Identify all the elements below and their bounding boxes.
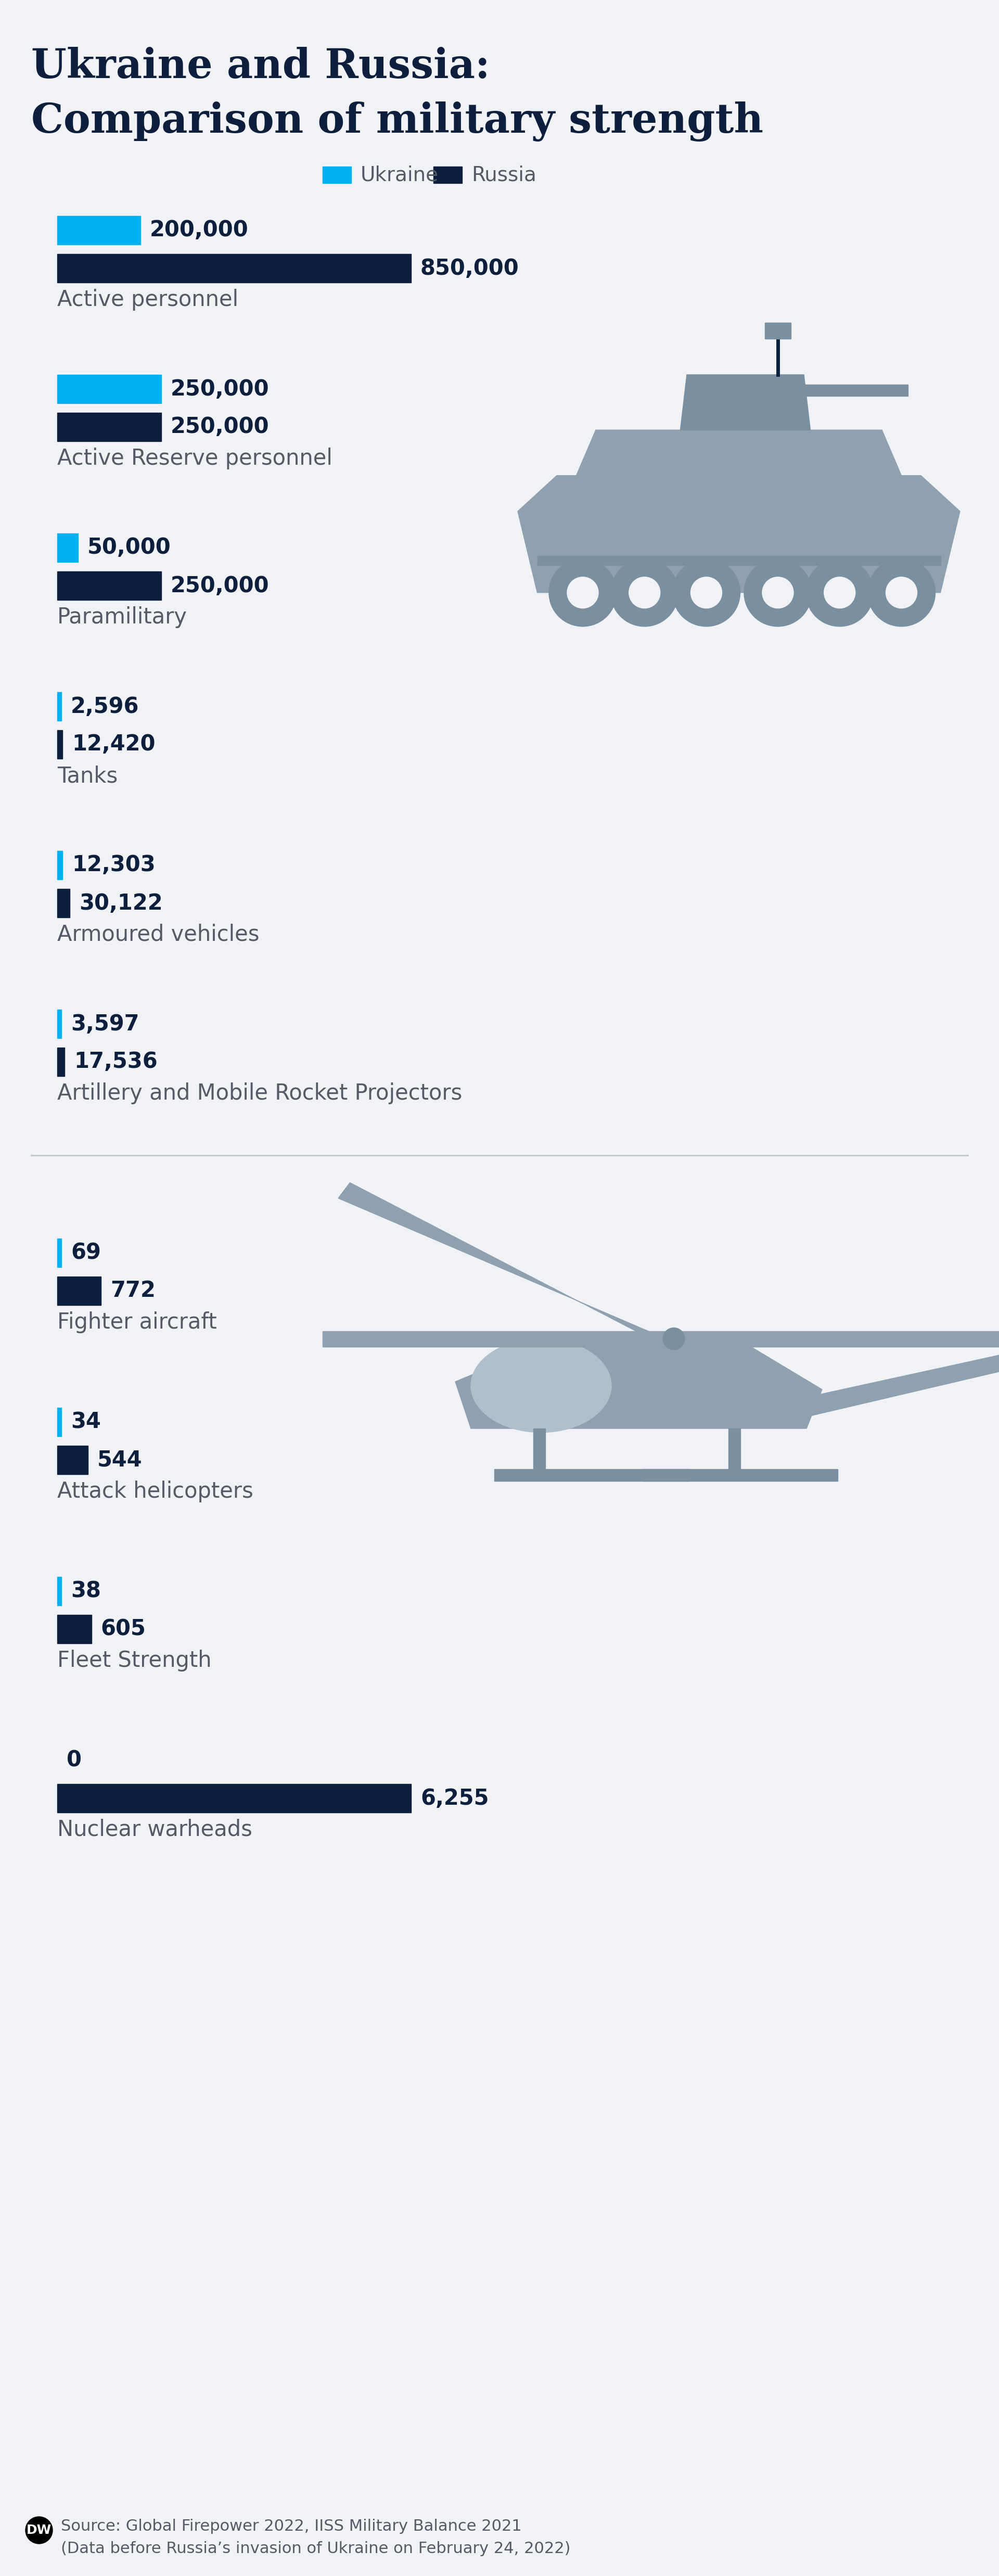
Bar: [57, 412, 161, 440]
Polygon shape: [339, 1182, 677, 1352]
Text: Fleet Strength: Fleet Strength: [57, 1649, 212, 1672]
Circle shape: [672, 559, 740, 626]
Text: Attack helicopters: Attack helicopters: [57, 1481, 254, 1502]
Bar: [765, 322, 791, 340]
Text: 38: 38: [71, 1579, 101, 1602]
Circle shape: [567, 577, 598, 608]
Text: Fighter aircraft: Fighter aircraft: [57, 1311, 217, 1334]
Bar: [57, 729, 62, 760]
Bar: [57, 1577, 61, 1605]
Bar: [57, 1278, 101, 1306]
Text: Paramilitary: Paramilitary: [57, 605, 188, 629]
Text: Active personnel: Active personnel: [57, 289, 239, 312]
Circle shape: [824, 577, 855, 608]
Bar: [57, 1010, 61, 1038]
Text: Ukraine and Russia:: Ukraine and Russia:: [31, 46, 490, 88]
Polygon shape: [456, 1342, 822, 1430]
Bar: [728, 1430, 740, 1471]
Text: 772: 772: [110, 1280, 156, 1301]
Text: 250,000: 250,000: [171, 417, 270, 438]
Bar: [804, 384, 908, 397]
Text: 250,000: 250,000: [171, 379, 270, 399]
Text: Nuclear warheads: Nuclear warheads: [57, 1819, 253, 1842]
Circle shape: [744, 559, 811, 626]
Bar: [57, 1406, 61, 1437]
Text: 2,596: 2,596: [71, 696, 139, 716]
Bar: [533, 1430, 545, 1471]
Text: 12,303: 12,303: [72, 855, 156, 876]
Text: 34: 34: [71, 1412, 101, 1432]
Polygon shape: [517, 477, 960, 592]
Circle shape: [690, 577, 722, 608]
Text: Tanks: Tanks: [57, 765, 118, 786]
Text: 850,000: 850,000: [421, 258, 519, 278]
Circle shape: [806, 559, 873, 626]
Text: 12,420: 12,420: [72, 734, 155, 755]
Text: 50,000: 50,000: [88, 536, 171, 559]
Text: Artillery and Mobile Rocket Projectors: Artillery and Mobile Rocket Projectors: [57, 1082, 463, 1105]
Bar: [57, 850, 62, 878]
Bar: [57, 533, 78, 562]
Text: DW: DW: [26, 2524, 52, 2537]
Bar: [495, 1468, 689, 1481]
Text: Active Reserve personnel: Active Reserve personnel: [57, 448, 333, 469]
Text: 200,000: 200,000: [150, 219, 249, 242]
Bar: [57, 216, 141, 245]
Text: 30,122: 30,122: [79, 891, 163, 914]
Bar: [57, 1048, 65, 1077]
Polygon shape: [680, 374, 810, 430]
Circle shape: [610, 559, 678, 626]
Bar: [57, 1239, 61, 1267]
Text: Source: Global Firepower 2022, IISS Military Balance 2021
(Data before Russia’s : Source: Global Firepower 2022, IISS Mili…: [61, 2519, 570, 2555]
Bar: [323, 1332, 999, 1347]
Bar: [57, 255, 411, 283]
Polygon shape: [576, 430, 901, 477]
Bar: [57, 889, 70, 917]
Text: Ukraine: Ukraine: [361, 165, 439, 185]
Ellipse shape: [471, 1340, 611, 1432]
Circle shape: [548, 559, 616, 626]
Bar: [642, 1468, 838, 1481]
Text: 17,536: 17,536: [74, 1051, 158, 1072]
Bar: [57, 1615, 92, 1643]
Text: 6,255: 6,255: [421, 1788, 489, 1808]
Text: Armoured vehicles: Armoured vehicles: [57, 925, 260, 945]
Circle shape: [762, 577, 793, 608]
Text: 544: 544: [97, 1450, 143, 1471]
Text: 605: 605: [101, 1618, 146, 1641]
Circle shape: [886, 577, 917, 608]
Text: 0: 0: [67, 1749, 82, 1772]
Circle shape: [867, 559, 935, 626]
Bar: [57, 1785, 411, 1814]
Circle shape: [26, 2517, 53, 2543]
Text: Comparison of military strength: Comparison of military strength: [31, 100, 763, 142]
Bar: [57, 1445, 88, 1473]
Circle shape: [663, 1327, 684, 1350]
Bar: [57, 572, 161, 600]
Bar: [57, 693, 61, 721]
Polygon shape: [806, 1342, 999, 1417]
Text: 250,000: 250,000: [171, 574, 270, 598]
Text: 69: 69: [71, 1242, 101, 1265]
Circle shape: [629, 577, 660, 608]
Bar: [537, 556, 940, 564]
Text: Russia: Russia: [472, 165, 536, 185]
Bar: [323, 167, 352, 183]
Bar: [57, 374, 161, 404]
Bar: [434, 167, 462, 183]
Text: 3,597: 3,597: [71, 1012, 139, 1036]
